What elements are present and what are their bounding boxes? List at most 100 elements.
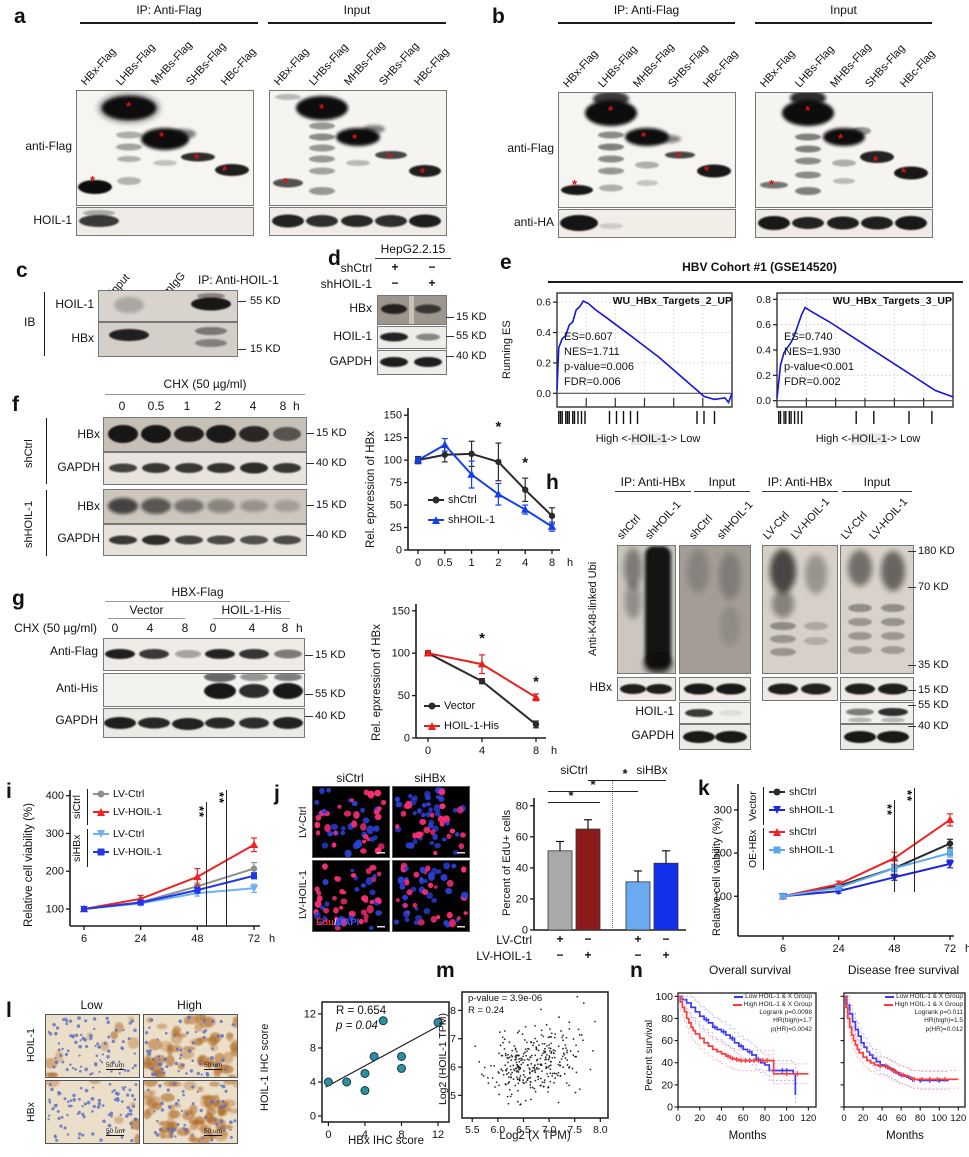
y-axis-label: Running ES — [501, 320, 513, 380]
column-header: Low — [80, 998, 103, 1012]
legend-label: LV-HOIL-1 — [113, 806, 162, 818]
mw-marker: 15 KD — [316, 499, 347, 511]
band-asterisk: * — [319, 101, 325, 116]
svg-text:80: 80 — [915, 1113, 926, 1124]
marker-tick — [446, 336, 454, 338]
svg-text:8: 8 — [549, 557, 555, 569]
svg-text:5: 5 — [450, 1090, 456, 1102]
svg-text:125: 125 — [384, 432, 402, 444]
header-underline — [105, 601, 290, 603]
legend-bracket — [87, 789, 89, 825]
svg-text:*: * — [533, 673, 539, 690]
svg-text:8: 8 — [310, 1042, 316, 1054]
svg-text:60: 60 — [661, 1035, 673, 1047]
svg-text:50: 50 — [390, 500, 402, 512]
viability-chart-k: 100 200 300 6 24 48 72 h — [710, 776, 969, 972]
y-axis-label: Percent survival — [644, 1019, 655, 1091]
group-header: Input — [708, 475, 736, 489]
band-asterisk: * — [90, 173, 96, 188]
sig-stars: ** — [880, 804, 895, 817]
gsea-x-label: High <-HOIL-1-> Low — [560, 433, 736, 445]
western-blot — [269, 90, 447, 206]
mw-marker: 55 KD — [250, 295, 281, 307]
header-underline — [108, 618, 185, 620]
logrank-p: Logrank p=0.0098 — [759, 1009, 812, 1017]
blot-row-label: HOIL-1 — [55, 297, 94, 311]
legend-swatch — [883, 1004, 893, 1006]
blot-row-label: GAPDH — [329, 354, 372, 368]
geneset-title: WU_HBx_Targets_2_UP — [612, 295, 732, 307]
km-legend: Low HOIL-1 & X Group High HOIL-1 & X Gro… — [851, 993, 963, 1034]
svg-text:0.4: 0.4 — [536, 327, 551, 339]
lane-label: HBx-Flag — [79, 45, 119, 89]
group-header: HOIL-1-His — [221, 603, 282, 617]
panel-label-c: c — [16, 259, 28, 282]
mw-marker: 40 KD — [918, 720, 949, 732]
panel-label-a: a — [14, 5, 26, 28]
blot-row-label: GAPDH — [631, 728, 674, 742]
svg-text:h: h — [269, 933, 275, 945]
western-blot-strip — [840, 724, 914, 750]
svg-text:12: 12 — [304, 1008, 316, 1020]
column-header: siHBx — [414, 771, 446, 785]
gsea-stat: NES=1.930 — [784, 346, 841, 358]
km-title: Overall survival — [708, 963, 792, 977]
legend-label: LV-Ctrl — [113, 828, 145, 840]
group-header: IP: Anti-HBx — [767, 475, 833, 489]
band-asterisk: * — [704, 163, 710, 178]
ihc-correlation-chart: 0 4 8 12 0 4 8 12 — [255, 992, 455, 1154]
blot-row-label: Anti-Flag — [49, 644, 98, 658]
scale-bar: 50 um — [106, 1128, 125, 1137]
sig-star: * — [590, 777, 596, 792]
svg-text:0.8: 0.8 — [756, 294, 771, 306]
svg-text:400: 400 — [46, 790, 64, 802]
svg-text:150: 150 — [384, 410, 402, 422]
svg-text:0.2: 0.2 — [756, 370, 771, 382]
legend-swatch — [93, 790, 109, 799]
legend-swatch — [769, 828, 785, 837]
svg-text:75: 75 — [390, 477, 402, 489]
panel-label-j: j — [274, 782, 280, 805]
svg-text:20: 20 — [858, 1113, 869, 1124]
blot-row-label: anti-Flag — [25, 139, 72, 153]
marker-tick — [908, 587, 916, 589]
y-axis-label: Percent of EdU+ cells — [501, 809, 513, 916]
mw-marker: 40 KD — [316, 457, 347, 469]
y-axis-label: Rel. epxression of HBx — [371, 624, 383, 741]
lane-label: LV-Ctrl — [761, 509, 792, 543]
lane-label: shCtrl — [687, 512, 716, 543]
panel-label-d: d — [328, 247, 341, 270]
legend-label: High HOIL-1 & X Group — [894, 1001, 963, 1009]
condition-value: + — [391, 260, 399, 274]
band-asterisk: * — [873, 153, 879, 168]
svg-text:150: 150 — [392, 605, 410, 617]
legend-swatch — [93, 848, 109, 857]
svg-text:100: 100 — [931, 1113, 947, 1124]
marker-tick — [306, 463, 314, 465]
svg-text:8: 8 — [533, 745, 539, 757]
western-blot — [103, 673, 305, 707]
legend-swatch — [885, 996, 895, 998]
header-underline — [694, 491, 750, 493]
legend-label: shHOIL-1 — [789, 804, 834, 816]
svg-text:80: 80 — [760, 1113, 771, 1124]
legend-group-label: siCtrl — [71, 795, 83, 819]
marker-tick — [306, 505, 314, 507]
legend-group-label: OE-HBx — [747, 829, 759, 869]
mw-marker: 15 KD — [250, 343, 281, 355]
time-unit: h — [296, 621, 303, 635]
header-underline — [213, 618, 290, 620]
western-blot-strip — [840, 677, 914, 701]
x-label-right: -> Low — [666, 433, 701, 445]
row-label: LV-Ctrl — [297, 806, 309, 838]
western-blot-strip — [679, 702, 751, 724]
mw-marker: 40 KD — [316, 529, 347, 541]
svg-text:0.5: 0.5 — [437, 557, 452, 569]
western-blot-strip — [840, 702, 914, 724]
panel-label-f: f — [12, 393, 19, 416]
svg-text:6: 6 — [450, 1062, 456, 1074]
lane-label: LV-HOIL-1 — [789, 495, 833, 543]
band-asterisk: * — [901, 165, 907, 180]
svg-text:0.4: 0.4 — [756, 345, 771, 357]
sig-bracket — [548, 791, 638, 793]
